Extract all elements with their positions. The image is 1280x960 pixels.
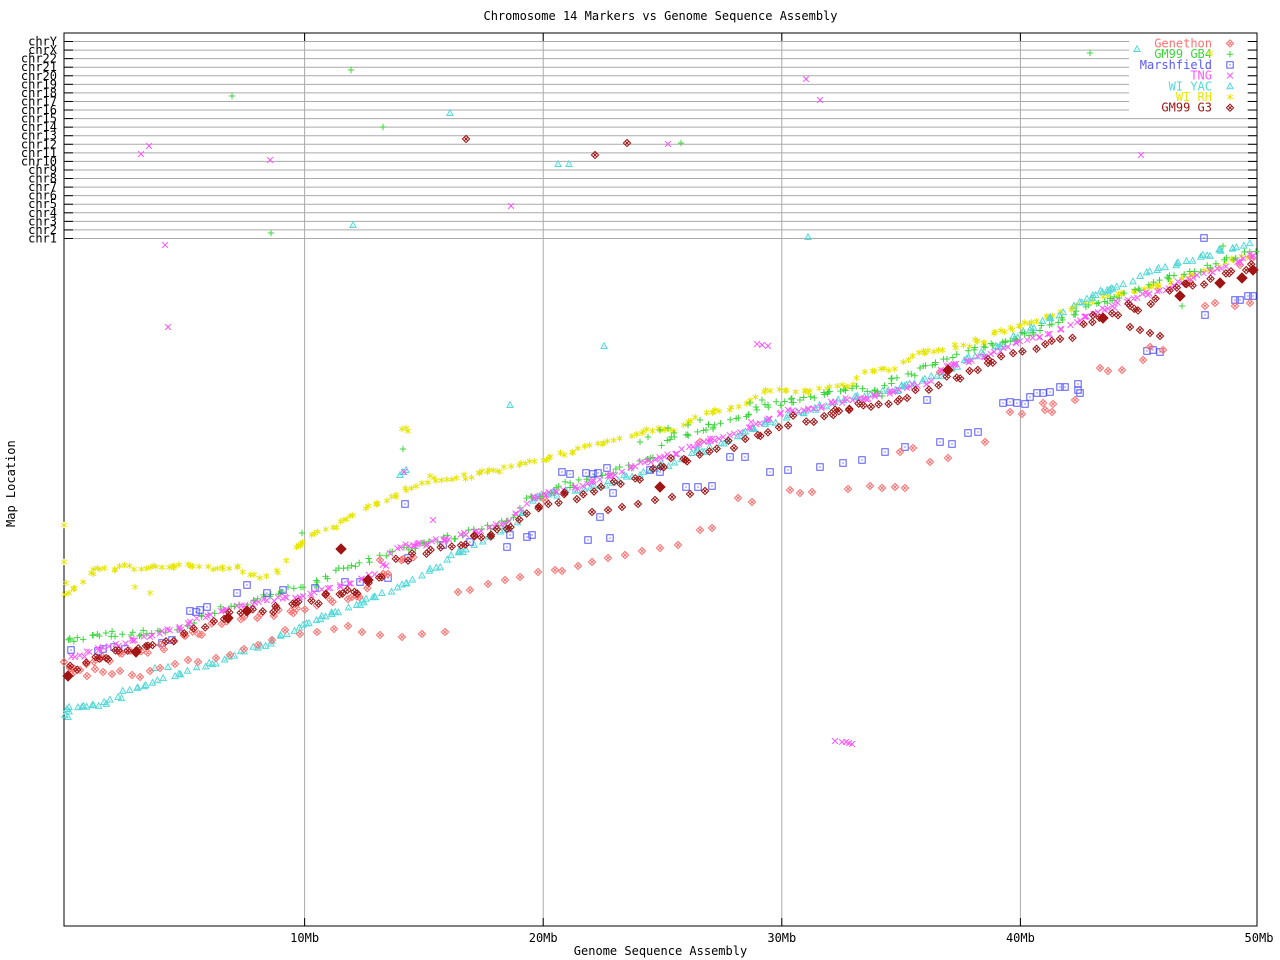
chrom-label-chr5: chr5 bbox=[28, 197, 57, 211]
legend-marker-diamond-x bbox=[1225, 39, 1235, 48]
series-tng bbox=[68, 75, 1257, 748]
legend-background bbox=[1129, 37, 1247, 114]
x-tick-10Mb: 10Mb bbox=[290, 931, 319, 945]
legend-label: WI YAC bbox=[1169, 79, 1212, 93]
chrom-label-chrY: chrY bbox=[28, 35, 58, 49]
chrom-label-chr18: chr18 bbox=[21, 86, 57, 100]
gridlines bbox=[64, 33, 1257, 926]
chrom-label-chr2: chr2 bbox=[28, 223, 57, 237]
legend-label: Marshfield bbox=[1140, 58, 1212, 72]
legend-entry-tng: TNG bbox=[1190, 69, 1234, 83]
legend-label: GM99 G3 bbox=[1161, 101, 1212, 115]
legend-label: GM99 GB4 bbox=[1154, 47, 1212, 61]
series-points bbox=[65, 49, 1260, 645]
legend-marker-asterisk bbox=[1226, 93, 1234, 101]
plot-border bbox=[63, 32, 1258, 927]
x-tick-20Mb: 20Mb bbox=[529, 931, 558, 945]
chrom-label-chr10: chr10 bbox=[21, 154, 57, 168]
chrom-label-chr3: chr3 bbox=[28, 214, 57, 228]
legend-marker-cross bbox=[1226, 72, 1234, 79]
chrom-label-chr12: chr12 bbox=[21, 137, 57, 151]
chrom-label-chr14: chr14 bbox=[21, 120, 57, 134]
legend-marker-plus bbox=[1226, 51, 1234, 58]
chrom-label-chr13: chr13 bbox=[21, 129, 57, 143]
x-tick-50Mb: 50Mb bbox=[1245, 931, 1274, 945]
series-gm99-g3 bbox=[62, 134, 1259, 682]
chart-title: Chromosome 14 Markers vs Genome Sequence… bbox=[483, 9, 838, 23]
chrom-label-chr11: chr11 bbox=[21, 146, 57, 160]
chrom-label-chr16: chr16 bbox=[21, 103, 57, 117]
x-tick-labels: 10Mb 20Mb 30Mb 40Mb 50Mb bbox=[290, 931, 1273, 945]
chrom-label-chr7: chr7 bbox=[28, 180, 57, 194]
chrom-label-chr17: chr17 bbox=[21, 94, 57, 108]
chrom-label-chrX: chrX bbox=[28, 43, 58, 57]
chrom-label-chr9: chr9 bbox=[28, 163, 57, 177]
legend-entry-marshfield: Marshfield bbox=[1140, 58, 1234, 72]
chrom-label-chr21: chr21 bbox=[21, 60, 57, 74]
axis-ticks bbox=[64, 33, 1258, 926]
chrom-label-chr8: chr8 bbox=[28, 172, 57, 186]
legend-entry-gm99-gb4: GM99 GB4 bbox=[1154, 47, 1234, 61]
chrom-label-chr4: chr4 bbox=[28, 206, 57, 220]
series-points bbox=[65, 134, 1256, 675]
x-tick-40Mb: 40Mb bbox=[1006, 931, 1035, 945]
legend-marker-square-dot bbox=[1226, 61, 1234, 69]
series-points bbox=[60, 49, 1255, 598]
series-points bbox=[67, 234, 1257, 655]
series-gm99-gb4 bbox=[65, 49, 1260, 645]
chrom-label-chr22: chr22 bbox=[21, 52, 57, 66]
chrom-label-chr6: chr6 bbox=[28, 189, 57, 203]
legend-entry-wi-rh: WI RH bbox=[1176, 90, 1234, 104]
legend-entry-genethon: Genethon bbox=[1154, 37, 1235, 51]
legend-marker-triangle bbox=[1226, 82, 1234, 90]
legend-label: TNG bbox=[1190, 69, 1212, 83]
legend-marker-diamond-x bbox=[1225, 103, 1235, 113]
x-axis-label: Genome Sequence Assembly bbox=[573, 944, 748, 958]
legend-entry-wi-yac: WI YAC bbox=[1169, 79, 1234, 93]
series-big-points bbox=[62, 264, 1259, 682]
legend-entry-gm99-g3: GM99 G3 bbox=[1161, 101, 1235, 115]
chrom-label-chr19: chr19 bbox=[21, 77, 57, 91]
chromosome-labels: chrYchrXchr22chr21chr20chr19chr18chr17ch… bbox=[21, 35, 58, 246]
chrom-label-chr20: chr20 bbox=[21, 69, 57, 83]
chrom-label-chr1: chr1 bbox=[28, 231, 57, 245]
legend-label: Genethon bbox=[1154, 37, 1212, 51]
series-marshfield bbox=[67, 234, 1257, 655]
legend-label: WI RH bbox=[1176, 90, 1212, 104]
x-tick-30Mb: 30Mb bbox=[767, 931, 796, 945]
series-wi-rh bbox=[60, 49, 1255, 598]
series-points bbox=[68, 75, 1257, 748]
chrom-label-chr15: chr15 bbox=[21, 112, 57, 126]
